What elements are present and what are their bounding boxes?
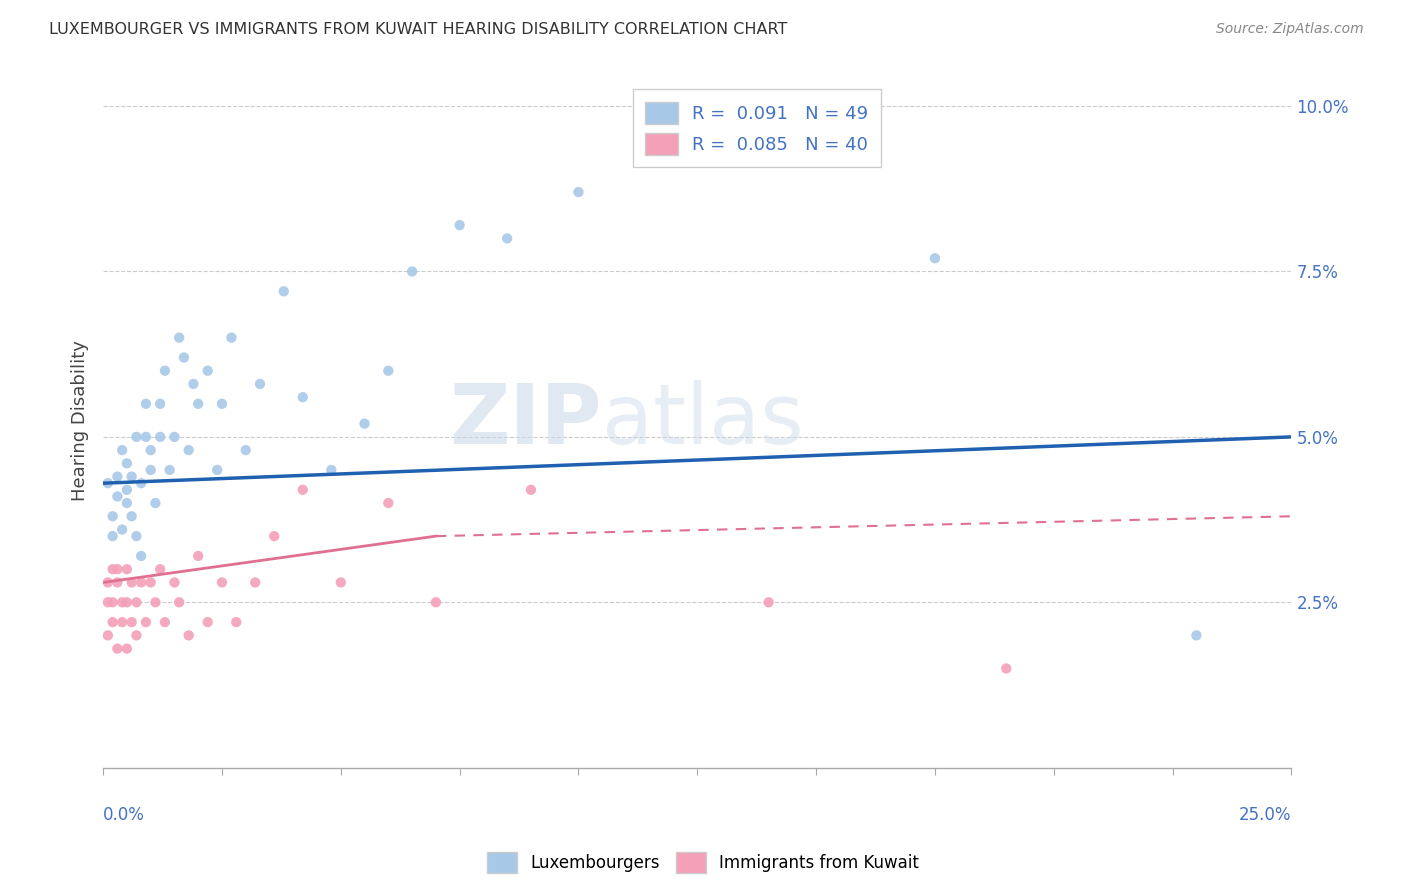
Point <box>125 628 148 642</box>
Point <box>496 231 519 245</box>
Point <box>205 463 228 477</box>
Point <box>111 615 134 629</box>
Point <box>105 562 128 576</box>
Point <box>115 562 138 576</box>
Point <box>129 476 152 491</box>
Point <box>177 628 200 642</box>
Legend: Luxembourgers, Immigrants from Kuwait: Luxembourgers, Immigrants from Kuwait <box>479 846 927 880</box>
Point <box>135 397 157 411</box>
Point <box>101 595 124 609</box>
Point <box>163 430 186 444</box>
Point <box>149 430 172 444</box>
Point <box>924 252 946 266</box>
Point <box>221 331 243 345</box>
Point <box>153 615 176 629</box>
Point <box>115 641 138 656</box>
Point <box>425 595 447 609</box>
Point <box>115 496 138 510</box>
Point <box>129 575 152 590</box>
Point <box>449 218 471 232</box>
Point <box>321 463 343 477</box>
Point <box>125 595 148 609</box>
Point <box>129 549 152 563</box>
Point <box>97 575 120 590</box>
Point <box>163 575 186 590</box>
Point <box>139 443 162 458</box>
Point <box>211 575 233 590</box>
Point <box>291 390 314 404</box>
Point <box>149 562 172 576</box>
Point <box>401 264 423 278</box>
Point <box>197 364 219 378</box>
Y-axis label: Hearing Disability: Hearing Disability <box>72 340 89 500</box>
Point <box>101 509 124 524</box>
Text: LUXEMBOURGER VS IMMIGRANTS FROM KUWAIT HEARING DISABILITY CORRELATION CHART: LUXEMBOURGER VS IMMIGRANTS FROM KUWAIT H… <box>49 22 787 37</box>
Point <box>377 496 399 510</box>
Point <box>273 285 295 299</box>
Point <box>115 456 138 470</box>
Point <box>105 575 128 590</box>
Point <box>135 430 157 444</box>
Point <box>377 364 399 378</box>
Point <box>187 397 209 411</box>
Point <box>211 397 233 411</box>
Point <box>121 469 143 483</box>
Text: Source: ZipAtlas.com: Source: ZipAtlas.com <box>1216 22 1364 37</box>
Point <box>173 351 195 365</box>
Point <box>187 549 209 563</box>
Point <box>995 661 1018 675</box>
Text: 25.0%: 25.0% <box>1239 805 1292 824</box>
Point <box>101 562 124 576</box>
Point <box>125 430 148 444</box>
Point <box>139 575 162 590</box>
Point <box>758 595 780 609</box>
Point <box>121 615 143 629</box>
Point <box>121 509 143 524</box>
Point <box>149 397 172 411</box>
Point <box>139 463 162 477</box>
Point <box>520 483 543 497</box>
Point <box>177 443 200 458</box>
Text: 0.0%: 0.0% <box>103 805 145 824</box>
Point <box>145 496 167 510</box>
Point <box>115 595 138 609</box>
Point <box>329 575 352 590</box>
Point <box>135 615 157 629</box>
Point <box>167 595 190 609</box>
Point <box>225 615 247 629</box>
Point <box>167 331 190 345</box>
Point <box>105 469 128 483</box>
Point <box>235 443 257 458</box>
Point <box>105 490 128 504</box>
Legend: R =  0.091   N = 49, R =  0.085   N = 40: R = 0.091 N = 49, R = 0.085 N = 40 <box>633 89 882 168</box>
Point <box>245 575 267 590</box>
Point <box>105 641 128 656</box>
Point <box>101 615 124 629</box>
Point <box>97 595 120 609</box>
Point <box>111 595 134 609</box>
Text: atlas: atlas <box>602 380 804 461</box>
Point <box>101 529 124 543</box>
Point <box>291 483 314 497</box>
Point <box>1185 628 1208 642</box>
Point <box>145 595 167 609</box>
Point <box>159 463 181 477</box>
Point <box>125 529 148 543</box>
Point <box>153 364 176 378</box>
Text: ZIP: ZIP <box>450 380 602 461</box>
Point <box>249 376 271 391</box>
Point <box>353 417 375 431</box>
Point <box>121 575 143 590</box>
Point <box>197 615 219 629</box>
Point <box>97 628 120 642</box>
Point <box>183 376 205 391</box>
Point <box>111 443 134 458</box>
Point <box>263 529 285 543</box>
Point <box>567 185 589 199</box>
Point <box>97 476 120 491</box>
Point <box>111 523 134 537</box>
Point <box>115 483 138 497</box>
